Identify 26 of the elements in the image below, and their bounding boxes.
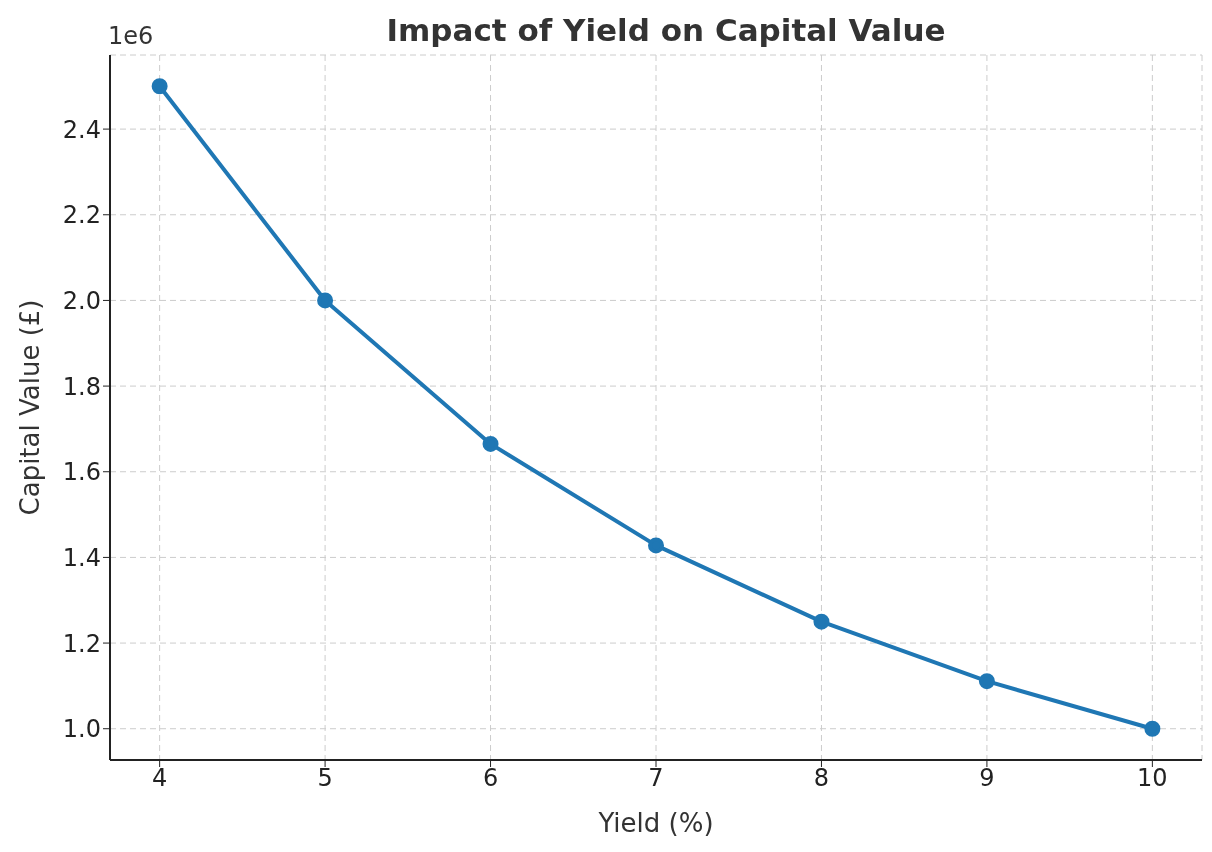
x-tick-label: 9	[979, 764, 995, 793]
point	[482, 435, 499, 452]
x-tick-label: 5	[317, 764, 333, 793]
x-tick-label: 7	[648, 764, 664, 793]
y-tick-label: 1.6	[62, 458, 101, 487]
y-tick-label: 1.0	[62, 715, 101, 744]
y-axis-title: Capital Value (£)	[15, 299, 46, 516]
point	[648, 537, 664, 554]
y-tick-label: 1.2	[62, 629, 101, 658]
y-tick-label: 2.4	[62, 115, 101, 144]
point	[813, 613, 830, 630]
x-tick-label: 10	[1137, 764, 1168, 793]
chart-title: Impact of Yield on Capital Value	[386, 12, 946, 48]
y-tick-label: 1.4	[62, 543, 101, 572]
text: 1e6	[108, 22, 154, 50]
point	[1144, 720, 1161, 737]
y-tick-label: 2.2	[62, 201, 101, 230]
x-tick-label: 8	[813, 764, 830, 793]
y-tick-label: 1.8	[62, 372, 101, 401]
point	[317, 292, 334, 309]
point	[978, 673, 995, 690]
x-axis-title: Yield (%)	[597, 808, 714, 838]
y-tick-label: 2.0	[62, 286, 101, 315]
x-tick-label: 6	[482, 764, 499, 793]
point	[151, 78, 168, 95]
x-tick-label: 4	[152, 764, 168, 793]
